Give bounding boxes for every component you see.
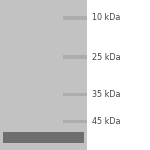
FancyBboxPatch shape: [0, 0, 87, 150]
Bar: [63, 55, 87, 59]
Text: 35 kDa: 35 kDa: [92, 90, 120, 99]
Bar: [63, 120, 87, 123]
Bar: [63, 16, 87, 20]
Text: 10 kDa: 10 kDa: [92, 14, 120, 22]
Text: 45 kDa: 45 kDa: [92, 117, 120, 126]
Bar: [63, 93, 87, 96]
Text: 25 kDa: 25 kDa: [92, 52, 120, 62]
Bar: [3, 132, 84, 142]
